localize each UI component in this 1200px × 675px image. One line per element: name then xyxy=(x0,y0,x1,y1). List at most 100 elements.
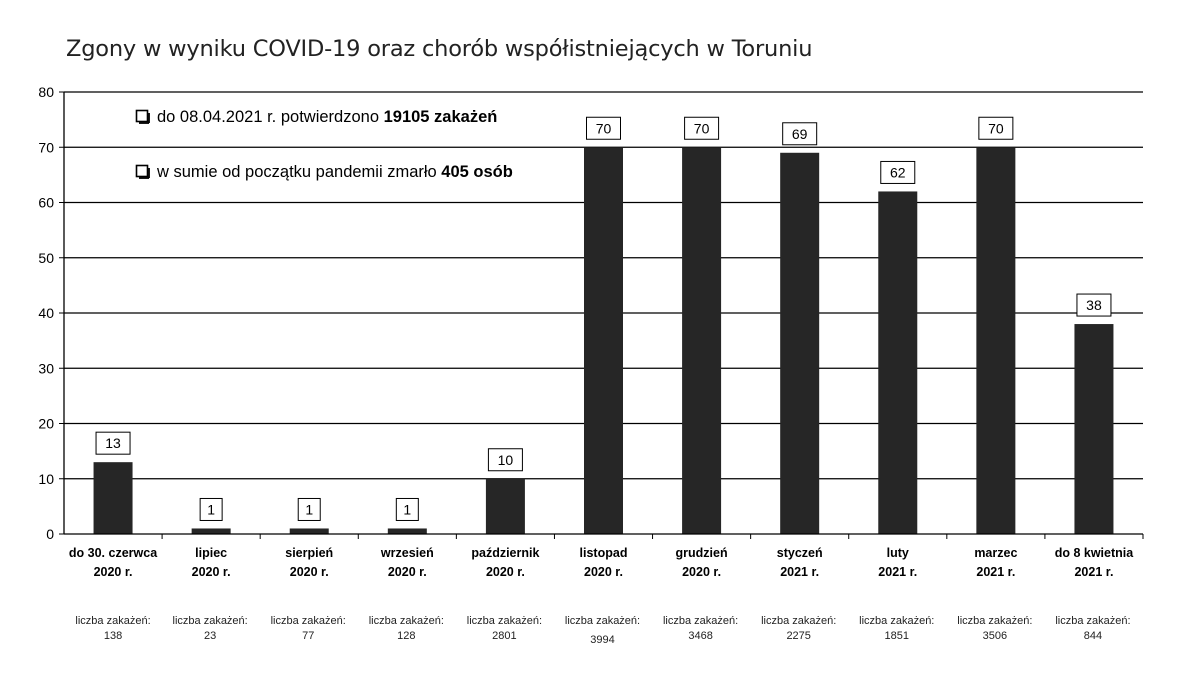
x-tick-label: do 8 kwietnia xyxy=(1055,546,1135,560)
x-tick-label: luty xyxy=(887,546,909,560)
infections-label: liczba zakażeń: xyxy=(369,615,444,627)
y-tick-label: 30 xyxy=(38,360,54,376)
data-label-box xyxy=(297,497,321,521)
data-label-text: 70 xyxy=(596,120,612,136)
data-label-text: 70 xyxy=(988,120,1004,136)
data-label: 1 xyxy=(199,497,223,521)
bars xyxy=(93,147,1114,534)
infections-value: 3468 xyxy=(688,630,712,642)
data-label-text: 10 xyxy=(498,452,514,468)
x-tick-label: lipiec xyxy=(195,546,227,560)
checkbox-icon xyxy=(135,109,149,123)
data-labels: 13 1 1 1 10 70 70 69 62 70 38 xyxy=(95,116,1112,521)
x-axis: do 30. czerwca 2020 r. lipiec 2020 r. sierpi… xyxy=(64,533,1144,579)
infections-label: liczba zakażeń: xyxy=(663,615,738,627)
chart-title: Zgony w wyniku COVID-19 oraz chorób wspó… xyxy=(66,36,813,62)
data-label: 10 xyxy=(487,448,523,472)
x-tick-label: wrzesień xyxy=(380,546,434,560)
data-label-box xyxy=(782,122,818,146)
y-tick-label: 20 xyxy=(38,416,54,432)
bar xyxy=(976,147,1016,534)
data-label: 1 xyxy=(395,497,419,521)
y-tick-label: 40 xyxy=(38,305,54,321)
infections-label: liczba zakażeń: xyxy=(173,615,248,627)
x-tick-label: sierpień xyxy=(285,546,333,560)
data-label-box xyxy=(95,431,131,455)
y-tick-label: 70 xyxy=(38,139,54,155)
data-label-box xyxy=(487,448,523,472)
x-tick-label-year: 2021 r. xyxy=(878,565,917,579)
bar xyxy=(1074,324,1114,534)
data-label: 70 xyxy=(684,116,720,140)
annotation-text: do 08.04.2021 r. potwierdzono 19105 zaka… xyxy=(157,108,497,126)
infections-value: 3506 xyxy=(983,630,1007,642)
x-tick-label: styczeń xyxy=(777,546,823,560)
infections-value: 2275 xyxy=(786,630,810,642)
y-tick-label: 10 xyxy=(38,471,54,487)
infections-label: liczba zakażeń: xyxy=(467,615,542,627)
infections-label: liczba zakażeń: xyxy=(1055,615,1130,627)
annotation-prefix: w sumie od początku pandemii zmarło xyxy=(156,163,441,181)
x-tick-label-year: 2020 r. xyxy=(682,565,721,579)
data-label-text: 38 xyxy=(1086,297,1102,313)
data-label-text: 69 xyxy=(792,126,808,142)
annotation-prefix: do 08.04.2021 r. potwierdzono xyxy=(157,108,384,126)
data-label: 70 xyxy=(978,116,1014,140)
bar xyxy=(289,528,329,534)
data-label-box xyxy=(978,116,1014,140)
data-label-text: 70 xyxy=(694,120,710,136)
checkbox-icon xyxy=(135,164,149,178)
infections-value: 128 xyxy=(397,630,415,642)
data-label: 38 xyxy=(1076,293,1112,317)
x-tick-label: grudzień xyxy=(676,546,728,560)
x-tick-label-year: 2020 r. xyxy=(94,565,133,579)
x-tick-label-year: 2020 r. xyxy=(486,565,525,579)
data-label-text: 1 xyxy=(207,501,215,517)
bar xyxy=(780,152,820,534)
x-tick-label-year: 2021 r. xyxy=(1074,565,1113,579)
infections-value: 23 xyxy=(204,630,216,642)
data-label: 13 xyxy=(95,431,131,455)
infections-value: 138 xyxy=(104,630,122,642)
data-label-box xyxy=(880,160,916,184)
data-label: 70 xyxy=(586,116,621,140)
infections-label: liczba zakażeń: xyxy=(761,615,836,627)
y-tick-label: 0 xyxy=(46,526,54,542)
data-label-box xyxy=(586,116,621,140)
annotation: do 08.04.2021 r. potwierdzono 19105 zaka… xyxy=(135,108,497,126)
x-tick-label: do 30. czerwca xyxy=(69,546,158,560)
infections-label: liczba zakażeń: xyxy=(957,615,1032,627)
x-tick-label-year: 2021 r. xyxy=(780,565,819,579)
bar xyxy=(387,528,427,534)
infections-label: liczba zakażeń: xyxy=(565,615,640,627)
y-tick-label: 80 xyxy=(38,84,54,100)
x-tick-label-year: 2020 r. xyxy=(290,565,329,579)
data-label-box xyxy=(199,497,223,521)
y-tick-label: 60 xyxy=(38,195,54,211)
bar xyxy=(485,478,525,534)
infections-label: liczba zakażeń: xyxy=(271,615,346,627)
bar xyxy=(682,147,722,534)
y-tick-label: 50 xyxy=(38,250,54,266)
bar xyxy=(191,528,231,534)
data-label-box xyxy=(1076,293,1112,317)
data-label-text: 62 xyxy=(890,164,906,180)
annotation: w sumie od początku pandemii zmarło 405 … xyxy=(135,163,513,181)
infection-counts: liczba zakażeń: 138 liczba zakażeń: 23 liczb… xyxy=(75,615,1130,646)
x-tick-label-year: 2020 r. xyxy=(192,565,231,579)
data-label: 69 xyxy=(782,122,818,146)
infections-label: liczba zakażeń: xyxy=(859,615,934,627)
x-tick-label: październik xyxy=(471,546,539,560)
x-tick-label: marzec xyxy=(974,546,1017,560)
bar xyxy=(584,147,623,534)
data-label: 62 xyxy=(880,160,916,184)
infections-value: 844 xyxy=(1084,630,1102,642)
data-label-text: 1 xyxy=(305,501,313,517)
infections-value: 2801 xyxy=(492,630,516,642)
data-label-text: 1 xyxy=(403,501,411,517)
annotation-text: w sumie od początku pandemii zmarło 405 … xyxy=(156,163,513,181)
data-label: 1 xyxy=(297,497,321,521)
bar xyxy=(93,462,133,534)
data-label-box xyxy=(395,497,419,521)
x-tick-label-year: 2020 r. xyxy=(584,565,623,579)
